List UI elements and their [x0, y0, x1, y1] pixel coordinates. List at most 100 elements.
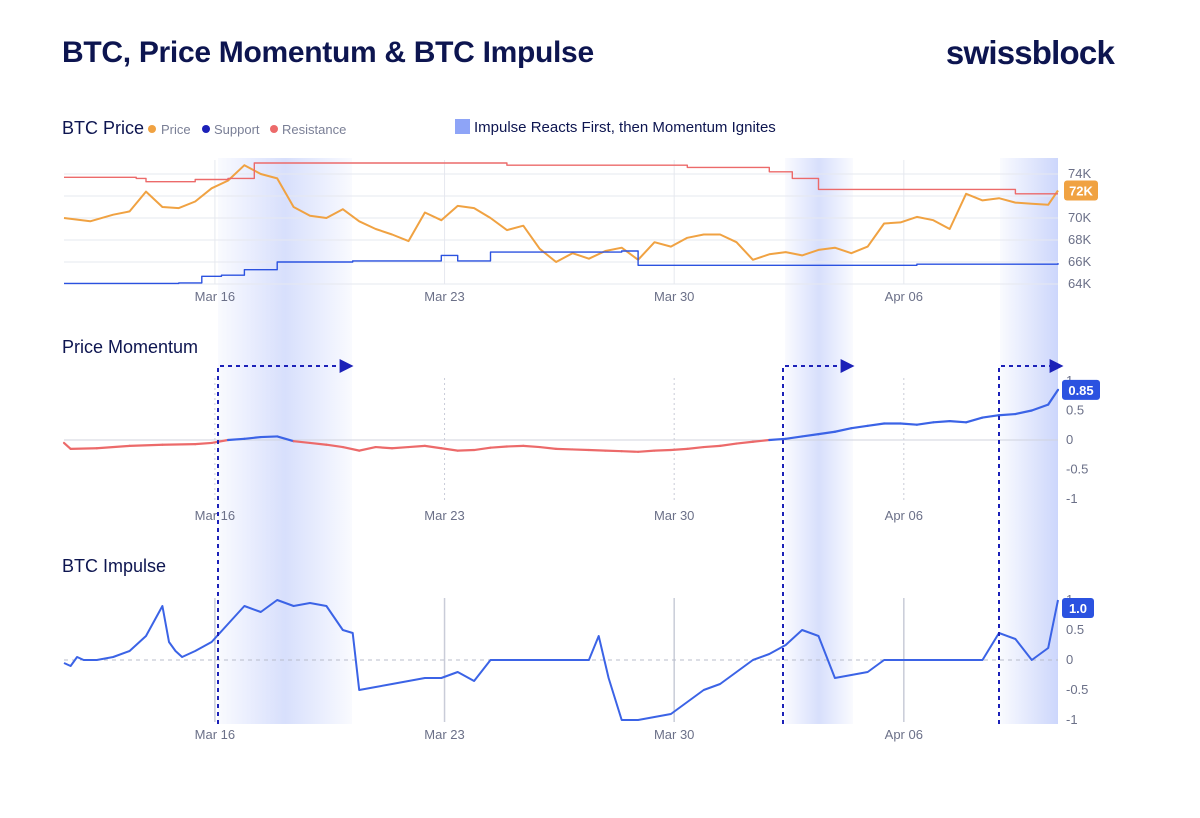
legend-dot-support [202, 125, 210, 133]
momentum-line-segment [669, 447, 689, 452]
momentum-line-segment [801, 433, 820, 438]
momentum-line-segment [62, 441, 72, 450]
momentum-line-segment [390, 445, 410, 450]
momentum-line-segment [686, 445, 705, 450]
price-y-tick-label: 74K [1068, 166, 1091, 181]
momentum-line-segment [407, 444, 426, 449]
momentum-line-segment [522, 444, 541, 449]
momentum-line-segment [899, 422, 919, 426]
momentum-line-segment [915, 421, 935, 426]
bracket-arrow [782, 359, 855, 724]
impulse-value-badge [1062, 598, 1094, 618]
price-x-tick-label: Mar 23 [424, 289, 464, 304]
impulse-x-tick-label: Mar 30 [654, 727, 694, 742]
page-title: BTC, Price Momentum & BTC Impulse [62, 36, 594, 69]
momentum-line-segment [505, 444, 525, 448]
momentum-y-tick-label: 0 [1066, 432, 1073, 447]
impulse-y-tick-label: -0.5 [1066, 682, 1088, 697]
momentum-line-segment [817, 430, 837, 436]
momentum-line-segment [423, 444, 443, 450]
momentum-y-tick-label: -1 [1066, 491, 1078, 506]
momentum-line-segment [128, 443, 164, 447]
momentum-line-segment [620, 450, 640, 453]
momentum-x-tick-label: Mar 30 [654, 508, 694, 523]
impulse-y-tick-label: -1 [1066, 712, 1078, 727]
momentum-line-segment [341, 445, 361, 452]
momentum-line-segment [719, 442, 738, 447]
momentum-line-segment [472, 446, 492, 452]
momentum-line-segment [850, 424, 869, 430]
impulse-y-tick-label: 0.5 [1066, 622, 1084, 637]
highlight-band [1000, 158, 1058, 724]
momentum-line-segment [226, 437, 246, 442]
highlight-bands [218, 158, 1058, 724]
price-y-tick-label: 68K [1068, 232, 1091, 247]
momentum-line-segment [554, 447, 574, 451]
highlight-band [218, 158, 352, 724]
momentum-line-segment [965, 416, 984, 424]
price-line [63, 164, 1059, 263]
legend-price-label: Price [161, 122, 191, 137]
resistance-line [64, 162, 1058, 195]
momentum-x-tick-label: Mar 23 [424, 508, 464, 523]
legend-highlight-swatch [455, 119, 470, 134]
price-x-tick-label: Apr 06 [885, 289, 923, 304]
momentum-line-segment [210, 438, 230, 445]
price-panel-title: BTC Price [62, 118, 144, 138]
brand-logo: swissblock [945, 34, 1115, 71]
impulse-line [63, 599, 1059, 721]
momentum-value-badge-label: 0.85 [1068, 383, 1093, 398]
price-x-tick-label: Mar 16 [195, 289, 235, 304]
impulse-value-badge-label: 1.0 [1069, 601, 1087, 616]
momentum-x-tick-label: Mar 16 [195, 508, 235, 523]
momentum-line-segment [1047, 388, 1060, 406]
momentum-line-segment [325, 443, 344, 449]
momentum-line-segment [833, 427, 853, 433]
momentum-line-segment [571, 448, 590, 452]
momentum-line-segment [784, 435, 804, 440]
impulse-x-tick-label: Mar 16 [195, 727, 235, 742]
momentum-line-segment [440, 447, 459, 452]
price-legend: BTC Price Price Support Resistance Impul… [62, 118, 776, 138]
annotation-brackets [217, 359, 1064, 724]
impulse-x-tick-label: Apr 06 [885, 727, 923, 742]
momentum-y-tick-label: 0.5 [1066, 403, 1084, 418]
support-line [64, 250, 1059, 285]
price-value-badge [1064, 180, 1098, 201]
momentum-line-segment [538, 445, 558, 450]
price-y-tick-label: 70K [1068, 210, 1091, 225]
momentum-y-tick-label: -0.5 [1066, 462, 1088, 477]
momentum-line-segment [981, 414, 1001, 419]
momentum-line-segment [997, 412, 1017, 417]
momentum-line-segment [1014, 409, 1033, 416]
momentum-line-segment [866, 422, 886, 427]
momentum-line-segment [948, 420, 968, 424]
momentum-line-segment [735, 440, 755, 445]
momentum-line-segment [587, 448, 607, 452]
legend-dot-price [148, 125, 156, 133]
highlight-band [785, 158, 853, 724]
momentum-line-segment [702, 444, 722, 449]
impulse-x-tick-label: Mar 23 [424, 727, 464, 742]
momentum-value-badge [1062, 379, 1100, 400]
legend-support-label: Support [214, 122, 260, 137]
price-chart-panel: 74K 72K 70K 68K 66K 64K Mar 16 Mar 23 Mar 30 Apr … [63, 160, 1098, 304]
momentum-line-segment [95, 444, 131, 450]
momentum-line-segment [932, 420, 951, 424]
momentum-line-segment [374, 445, 394, 450]
price-x-tick-label: Mar 30 [654, 289, 694, 304]
momentum-line-segment [604, 449, 623, 453]
highlight-note: Impulse Reacts First, then Momentum Igni… [474, 119, 776, 136]
price-y-tick-label: 66K [1068, 254, 1091, 269]
momentum-line-segment [751, 438, 771, 443]
momentum-line-segment [292, 440, 312, 445]
momentum-line-segment [768, 437, 787, 442]
momentum-line-segment [489, 445, 508, 449]
momentum-line-segment [358, 445, 377, 452]
momentum-line-segment [636, 449, 656, 453]
momentum-x-tick-label: Apr 06 [885, 508, 923, 523]
momentum-line-segment [456, 448, 476, 452]
